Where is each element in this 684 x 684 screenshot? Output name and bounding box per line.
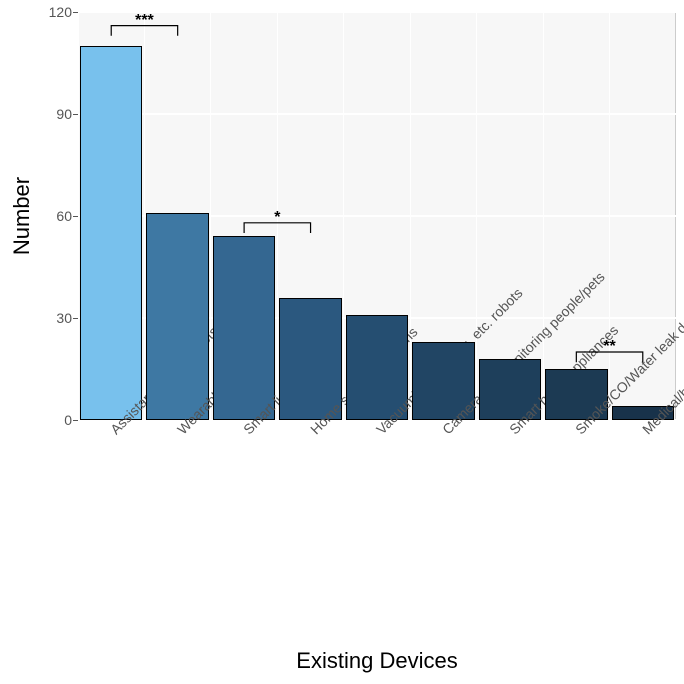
significance-label: * (274, 209, 280, 227)
grid-line (78, 113, 676, 115)
grid-line (343, 12, 344, 420)
y-axis-title: Number (9, 177, 35, 255)
grid-line (609, 12, 610, 420)
bar-chart: 0306090120Assistant agents/robotsWearabl… (0, 0, 684, 684)
bar (213, 236, 275, 420)
x-axis-title: Existing Devices (296, 648, 457, 674)
grid-line (78, 11, 676, 13)
grid-line (410, 12, 411, 420)
grid-line (210, 12, 211, 420)
y-tick-mark (73, 420, 78, 421)
significance-label: *** (135, 12, 154, 30)
grid-line (676, 12, 677, 420)
significance-label: ** (603, 338, 615, 356)
grid-line (543, 12, 544, 420)
plot-area: 0306090120Assistant agents/robotsWearabl… (78, 12, 676, 420)
grid-line (476, 12, 477, 420)
grid-line (144, 12, 145, 420)
bar (80, 46, 142, 420)
grid-line (78, 12, 79, 420)
bar (146, 213, 208, 420)
